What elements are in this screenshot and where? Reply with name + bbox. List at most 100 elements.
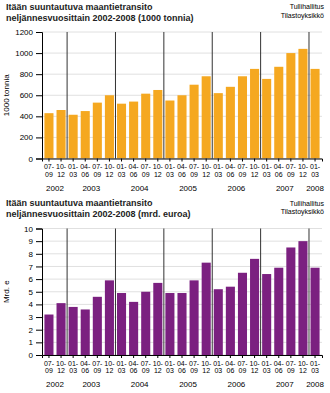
- x-tick: 10-12: [104, 355, 115, 374]
- x-tick-label-line: 03: [118, 367, 126, 374]
- x-tick: 04-06: [225, 159, 236, 178]
- y-tick: 800: [20, 70, 42, 79]
- x-tick-mark: [266, 355, 267, 358]
- x-tick-label-line: 04-: [80, 163, 91, 170]
- x-tick-label-line: 06: [275, 367, 283, 374]
- year-separator: [163, 229, 164, 356]
- year-label: 2003: [82, 380, 100, 389]
- x-tick-label: 04-06: [225, 360, 236, 374]
- x-tick-mark: [290, 355, 291, 358]
- x-tick-label: 01-03: [68, 360, 79, 374]
- y-tick-mark: [36, 266, 42, 267]
- x-tick-label-line: 12: [57, 171, 65, 178]
- y-axis-title: Mrd. e: [2, 280, 11, 303]
- x-tick-label: 01-03: [68, 163, 79, 177]
- x-tick-mark: [302, 355, 303, 358]
- x-tick-label-line: 04-: [225, 163, 236, 170]
- bar: [274, 67, 283, 159]
- x-tick-mark: [48, 159, 49, 162]
- y-axis: 012345678910: [24, 225, 42, 361]
- y-tick: 1200: [15, 28, 42, 37]
- x-tick: 01-03: [310, 159, 321, 178]
- x-tick-mark: [97, 355, 98, 358]
- x-tick-label-line: 10-: [153, 163, 164, 170]
- y-tick-label: 0: [29, 351, 34, 360]
- bar: [311, 268, 320, 355]
- bar: [141, 292, 150, 355]
- x-tick-label-line: 03: [166, 367, 174, 374]
- x-tick-mark: [109, 159, 110, 162]
- grid: [42, 32, 322, 159]
- y-tick: 1000: [15, 49, 42, 58]
- x-tick-label-line: 10-: [201, 163, 212, 170]
- y-tick-label: 4: [29, 300, 34, 309]
- x-tick-label: 07-09: [189, 163, 200, 177]
- year-separator: [260, 32, 261, 159]
- x-tick-label-line: 07-: [286, 163, 297, 170]
- x-tick-label-line: 10-: [104, 163, 115, 170]
- year-labels: 2002200320042005200620072008: [46, 380, 324, 389]
- x-tick-mark: [133, 355, 134, 358]
- chart: Itään suuntautuva maantietransitoneljänn…: [2, 2, 324, 193]
- bar: [262, 79, 271, 159]
- year-label: 2008: [306, 184, 324, 193]
- y-tick-mark: [36, 241, 42, 242]
- x-tick-label-line: 10-: [153, 360, 164, 367]
- y-tick-label: 3: [29, 313, 34, 322]
- x-axis: 07-0910-1201-0304-0607-0910-1201-0304-06…: [43, 355, 323, 374]
- x-tick: 01-03: [310, 355, 321, 374]
- y-tick-mark: [36, 229, 42, 230]
- year-label: 2005: [179, 184, 197, 193]
- x-tick: 10-12: [201, 159, 212, 178]
- grid-line: [42, 228, 322, 229]
- x-tick-label: 10-12: [153, 163, 164, 177]
- x-tick-label: 01-03: [116, 163, 127, 177]
- year-separators: [67, 32, 309, 159]
- y-tick-mark: [36, 254, 42, 255]
- x-tick-label: 07-09: [92, 360, 103, 374]
- x-tick-label-line: 06: [178, 367, 186, 374]
- x-tick-label: 01-03: [310, 360, 321, 374]
- x-tick: 07-09: [141, 355, 152, 374]
- grid-line: [42, 266, 322, 267]
- x-tick-label: 07-09: [92, 163, 103, 177]
- bar: [57, 110, 66, 158]
- x-tick-label-line: 09: [45, 367, 53, 374]
- x-tick-mark: [242, 355, 243, 358]
- watermark: TullihallitusTilastoyksikkö: [281, 200, 325, 216]
- x-tick: 10-12: [201, 355, 212, 374]
- x-tick-mark: [254, 355, 255, 358]
- x-tick: 04-06: [177, 355, 188, 374]
- x-tick-label-line: 09: [190, 367, 198, 374]
- x-tick-label-line: 03: [118, 171, 126, 178]
- year-separator: [308, 32, 309, 159]
- x-tick-label: 07-09: [44, 360, 55, 374]
- x-tick: 10-12: [298, 159, 309, 178]
- x-tick: 10-12: [56, 159, 67, 178]
- x-tick-label: 04-06: [274, 163, 285, 177]
- year-separator: [67, 32, 68, 159]
- x-tick-label-line: 01-: [68, 163, 79, 170]
- y-tick: 3: [29, 313, 42, 322]
- bar: [177, 95, 186, 158]
- x-tick-label: 04-06: [274, 360, 285, 374]
- y-tick: 10: [24, 225, 42, 234]
- y-tick: 400: [20, 112, 42, 121]
- title: Itään suuntautuva maantietransitoneljänn…: [6, 198, 191, 219]
- x-tick-label: 07-09: [141, 163, 152, 177]
- x-tick-label: 07-09: [189, 360, 200, 374]
- x-tick: 07-09: [286, 159, 297, 178]
- x-tick: 07-09: [44, 355, 55, 374]
- bars: [44, 49, 319, 159]
- x-tick-label-line: 12: [202, 171, 210, 178]
- x-tick-label-line: 07-: [189, 163, 200, 170]
- y-tick-mark: [36, 53, 42, 54]
- y-tick: 1: [29, 338, 42, 347]
- x-tick-label-line: 07-: [237, 163, 248, 170]
- bar: [105, 95, 114, 158]
- x-tick-label: 10-12: [153, 360, 164, 374]
- x-tick-mark: [61, 355, 62, 358]
- x-tick-label-line: 01-: [310, 163, 321, 170]
- year-separator: [212, 229, 213, 356]
- bars: [44, 241, 319, 355]
